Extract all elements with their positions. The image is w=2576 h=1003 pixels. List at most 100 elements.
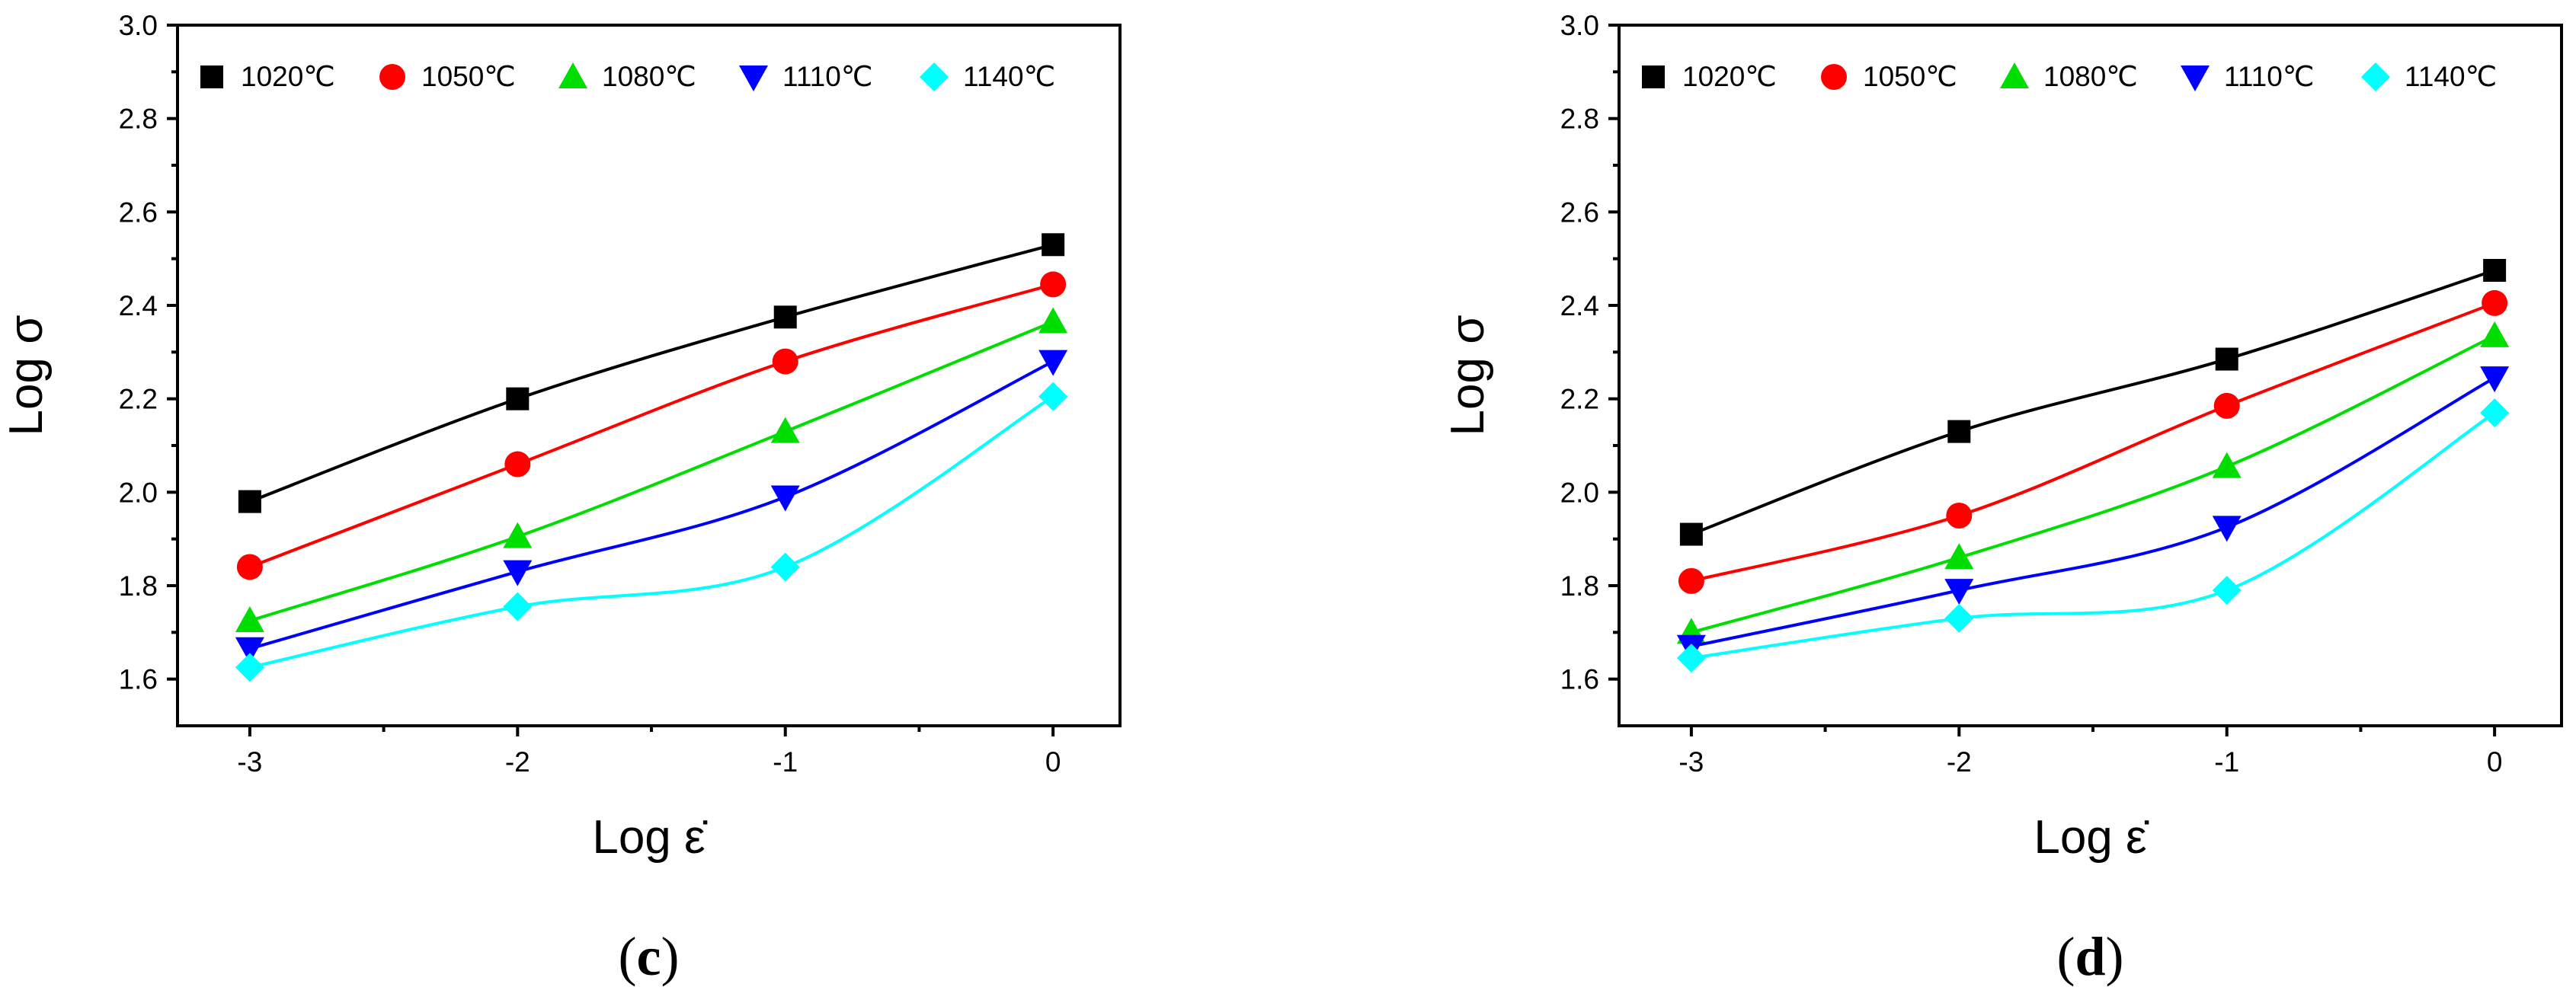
data-point <box>770 485 800 512</box>
panel-c: 1.6 1.8 2.0 2.2 2.4 2.6 2.8 3.0 -3 -2 -1 0 Log ε̇ Log… <box>0 10 1122 987</box>
y-tick-label: 2.4 <box>1560 290 1599 321</box>
data-point <box>2480 321 2510 347</box>
y-axis-title: Log σ <box>0 315 53 436</box>
y-tick-label: 2.0 <box>1560 477 1599 508</box>
x-axis-title: Log ε̇ <box>2034 811 2149 864</box>
data-point <box>1944 603 1974 633</box>
y-tick-label: 1.6 <box>1560 664 1599 695</box>
y-tick-label: 1.8 <box>119 570 158 602</box>
legend-marker <box>920 62 949 91</box>
legend-label: 1020℃ <box>241 61 335 92</box>
data-point <box>1944 579 1974 605</box>
data-point <box>1947 420 1971 443</box>
data-point <box>773 305 797 329</box>
data-point <box>503 592 533 621</box>
plot-frame <box>176 24 1122 727</box>
data-point <box>504 451 531 478</box>
legend-label: 1020℃ <box>1682 61 1777 92</box>
y-tick-label: 2.4 <box>119 290 158 321</box>
y-tick-label: 2.0 <box>119 477 158 508</box>
data-point <box>1679 522 1703 546</box>
data-point <box>772 348 798 375</box>
legend-marker <box>379 64 405 90</box>
x-tick-label: -1 <box>773 746 798 778</box>
y-tick-label: 1.8 <box>1560 570 1599 602</box>
data-point <box>2483 259 2507 282</box>
data-point <box>506 387 530 410</box>
series-line <box>1691 411 2496 660</box>
legend-label: 1050℃ <box>1863 61 1957 92</box>
y-tick-label: 2.2 <box>1560 384 1599 415</box>
data-point <box>235 606 264 632</box>
data-point <box>238 490 261 513</box>
x-axis-title: Log ε̇ <box>592 811 707 864</box>
data-point <box>235 637 264 663</box>
series-line <box>249 243 1054 503</box>
panel-label-letter: d <box>2075 926 2105 987</box>
legend-marker <box>558 62 587 88</box>
y-axis-title: Log σ <box>1442 315 1494 436</box>
data-point <box>2215 347 2238 371</box>
series-line <box>1691 376 2496 648</box>
panel-label: (c) <box>619 926 680 987</box>
y-tick-label: 2.6 <box>1560 196 1599 228</box>
panel-label: (d) <box>2056 926 2123 987</box>
data-point <box>770 552 800 582</box>
data-point <box>1944 543 1974 570</box>
legend-marker <box>2000 62 2029 88</box>
legend-label: 1050℃ <box>421 61 516 92</box>
series-line <box>1691 269 2495 536</box>
panel-d: 1.6 1.8 2.0 2.2 2.4 2.6 2.8 3.0 -3 -2 -1 0 Log ε̇ Log… <box>1442 10 2563 987</box>
x-tick-label: 0 <box>2487 746 2503 778</box>
y-tick-label: 1.6 <box>119 664 158 695</box>
y-tick-label: 2.2 <box>119 384 158 415</box>
series-line <box>249 320 1054 622</box>
legend-marker <box>200 65 223 88</box>
series-line <box>249 283 1054 569</box>
plot-frame <box>1618 24 2563 727</box>
data-point <box>503 560 533 586</box>
y-tick-label: 2.8 <box>1560 104 1599 135</box>
data-point <box>1042 233 1065 257</box>
data-point <box>2480 398 2510 428</box>
legend-marker <box>2361 62 2390 91</box>
data-point <box>2480 366 2510 393</box>
data-point <box>2212 516 2242 542</box>
legend-label: 1110℃ <box>782 61 872 92</box>
data-point <box>2212 576 2242 605</box>
x-tick-label: -1 <box>2214 746 2239 778</box>
y-tick-label: 3.0 <box>1560 10 1599 41</box>
data-point <box>503 522 533 548</box>
data-point <box>236 554 263 580</box>
y-tick-label: 3.0 <box>119 10 158 41</box>
legend-label: 1140℃ <box>963 61 1055 92</box>
series-line <box>1691 334 2496 634</box>
data-point <box>1040 271 1067 298</box>
y-tick-label: 2.6 <box>119 196 158 228</box>
legend-label: 1080℃ <box>2043 61 2138 92</box>
legend-marker <box>2181 65 2210 91</box>
legend-marker <box>1821 64 1847 90</box>
data-point <box>2212 452 2242 478</box>
x-tick-label: 0 <box>1045 746 1061 778</box>
data-point <box>1946 503 1973 529</box>
legend-marker <box>739 65 768 91</box>
data-point <box>235 653 264 682</box>
data-point <box>2482 289 2508 316</box>
data-point <box>1038 307 1068 334</box>
series-line <box>249 359 1054 650</box>
x-tick-label: -2 <box>505 746 530 778</box>
data-point <box>1678 567 1704 594</box>
data-point <box>1676 644 1706 673</box>
series-line <box>1691 302 2495 583</box>
x-tick-label: -3 <box>1678 746 1704 778</box>
legend-marker <box>1642 65 1665 88</box>
series-line <box>249 394 1054 669</box>
x-tick-label: -2 <box>1947 746 1972 778</box>
legend-label: 1140℃ <box>2405 61 2497 92</box>
legend-label: 1110℃ <box>2224 61 2314 92</box>
legend-label: 1080℃ <box>602 61 696 92</box>
y-tick-label: 2.8 <box>119 104 158 135</box>
data-point <box>1038 382 1068 411</box>
